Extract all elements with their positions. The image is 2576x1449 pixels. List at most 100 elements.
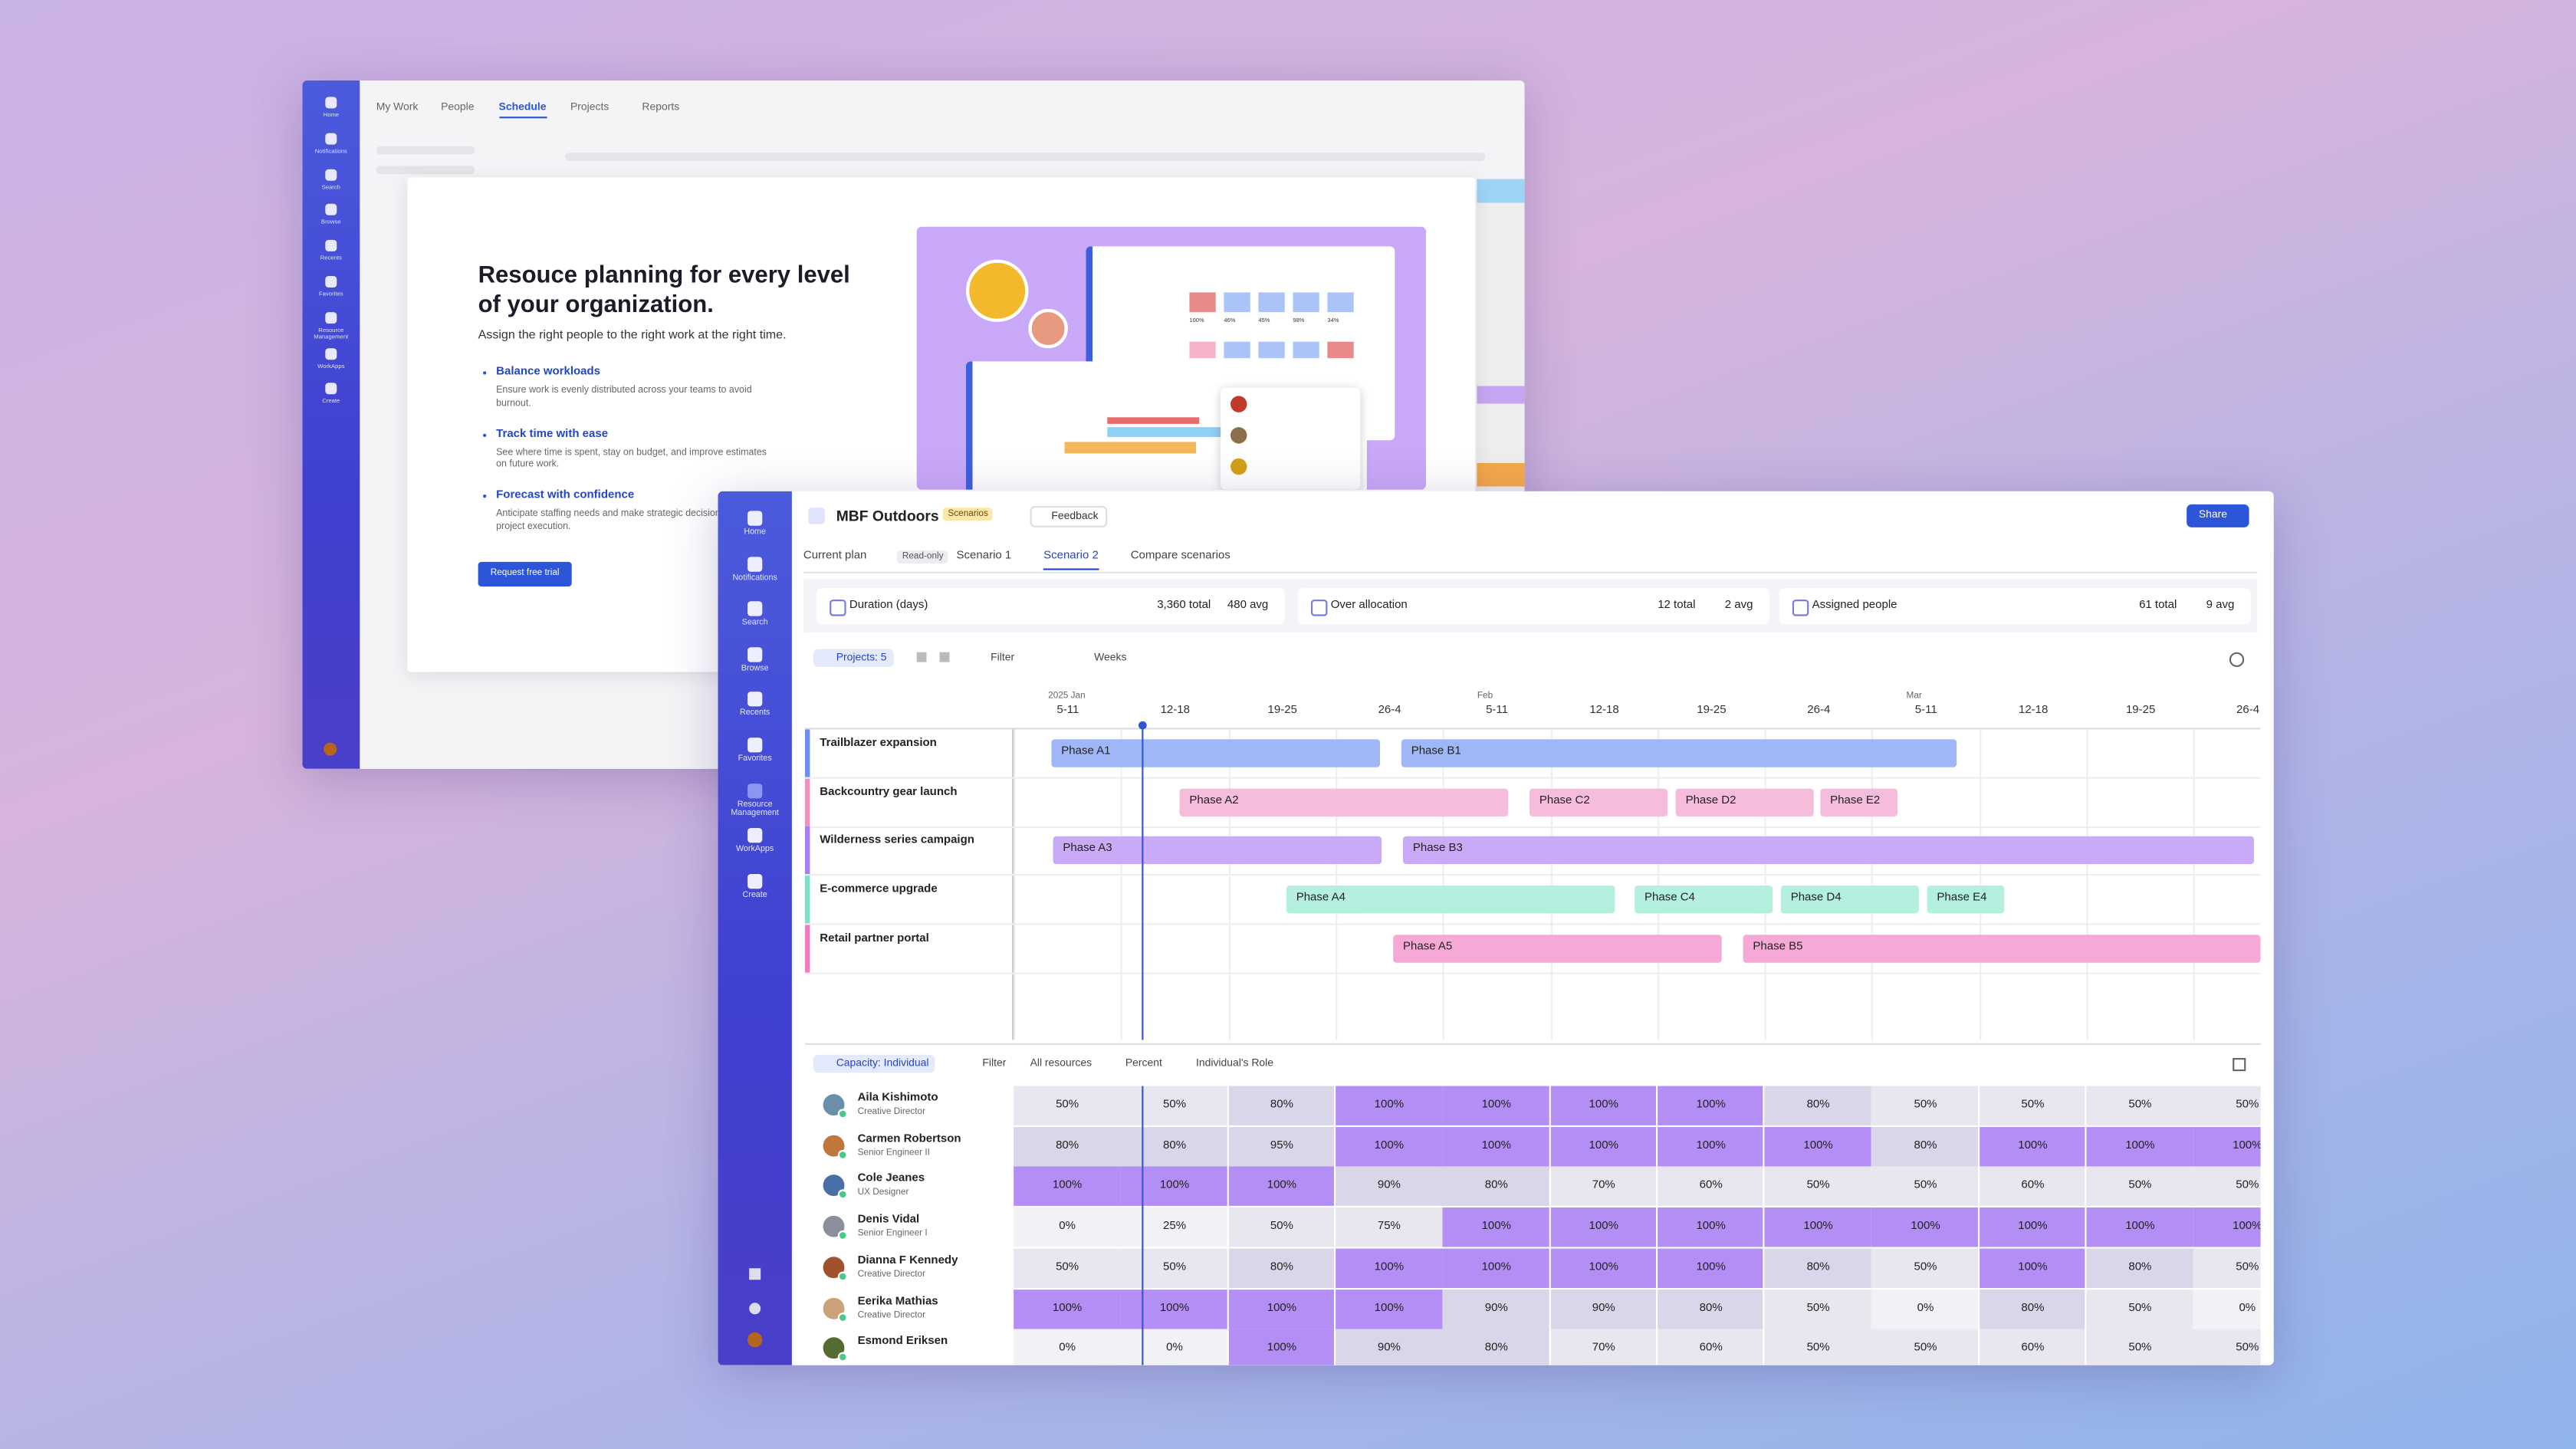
capacity-cell: 90%: [1442, 1289, 1549, 1330]
row-accent: [805, 826, 810, 875]
capacity-cell: 100%: [1442, 1208, 1549, 1249]
tab[interactable]: Schedule: [498, 102, 547, 119]
capacity-cell: 100%: [1227, 1329, 1335, 1365]
badge: Read-only: [897, 550, 948, 564]
stat-total: 12 total: [1658, 600, 1696, 612]
phase-bar[interactable]: Phase C4: [1635, 886, 1773, 914]
capacity-value: 100%: [1159, 1180, 1190, 1192]
scale-dropdown[interactable]: Weeks: [1094, 652, 1127, 664]
tab[interactable]: Projects: [570, 101, 610, 113]
tab[interactable]: People: [441, 101, 475, 113]
sidebar-icon: [747, 511, 763, 526]
illustration-bar: [1064, 442, 1196, 454]
capacity-cell: 80%: [1014, 1126, 1120, 1168]
sidebar-label[interactable]: Favorites: [738, 754, 772, 764]
capacity-cell: 50%: [2086, 1329, 2193, 1365]
sidebar-label: Search: [321, 183, 340, 190]
skeleton: [376, 166, 475, 175]
sidebar-label[interactable]: Browse: [741, 663, 769, 674]
capacity-value: 50%: [1163, 1099, 1187, 1111]
capacity-cell: 90%: [1549, 1289, 1657, 1330]
phase-bar[interactable]: Phase A1: [1051, 739, 1380, 767]
phase-bar[interactable]: Phase D2: [1675, 787, 1814, 816]
capacity-cell: 50%: [2193, 1329, 2261, 1365]
sidebar-label[interactable]: Recents: [739, 708, 770, 719]
cta-button[interactable]: Request free trial: [478, 561, 572, 586]
phase-bar[interactable]: Phase E4: [1927, 886, 2005, 914]
sidebar-label[interactable]: Resource Management: [731, 799, 779, 819]
sidebar-label[interactable]: WorkApps: [736, 844, 774, 855]
capacity-value: 100%: [2233, 1221, 2261, 1233]
phase-bar[interactable]: Phase B1: [1401, 739, 1957, 767]
capacity-cell: 100%: [1442, 1086, 1549, 1127]
tab[interactable]: Reports: [642, 101, 680, 113]
sidebar-label[interactable]: Create: [742, 889, 767, 900]
capacity-value: 50%: [1056, 1261, 1079, 1273]
sidebar-icon: [325, 383, 337, 396]
capacity-cell: 50%: [1121, 1248, 1227, 1290]
capacity-value: 50%: [2128, 1302, 2152, 1314]
feedback-button[interactable]: Feedback: [1030, 506, 1107, 527]
capacity-cell: 70%: [1549, 1329, 1657, 1365]
capacity-value: 50%: [1270, 1221, 1293, 1233]
sidebar-label: Recents: [320, 255, 342, 262]
week-label: 26-4: [2236, 705, 2260, 717]
sidebar-icon: [325, 276, 337, 288]
dropdown[interactable]: All resources: [1030, 1058, 1092, 1070]
person-role: Senior Engineer I: [857, 1229, 928, 1239]
dropdown[interactable]: Individual's Role: [1196, 1058, 1274, 1070]
tab[interactable]: My Work: [376, 101, 419, 113]
capacity-value: 60%: [1699, 1180, 1723, 1192]
status-dot: [837, 1109, 848, 1119]
sidebar-icon: [747, 873, 763, 889]
phase-bar[interactable]: Phase A2: [1179, 787, 1509, 816]
sidebar-label[interactable]: Notifications: [732, 572, 777, 583]
tab[interactable]: Scenario 2: [1043, 550, 1099, 570]
capacity-cell: 25%: [1121, 1208, 1227, 1249]
tab[interactable]: Scenario 1: [956, 550, 1012, 562]
capacity-value: 100%: [2125, 1221, 2155, 1233]
capacity-table: Aila Kishimoto Creative Director 50% 50% 80%…: [805, 1086, 2261, 1365]
capacity-cell: 100%: [1871, 1208, 1979, 1249]
phase-bar[interactable]: Phase A5: [1393, 934, 1722, 963]
phase-bar[interactable]: Phase C2: [1529, 787, 1668, 816]
avatar: [1028, 308, 1068, 349]
capacity-chip[interactable]: Capacity: Individual: [813, 1054, 936, 1073]
capacity-value: 100%: [1481, 1099, 1511, 1111]
capacity-value: 90%: [1592, 1302, 1615, 1314]
phase-bar[interactable]: Phase A4: [1286, 886, 1615, 914]
phase-bar[interactable]: Phase E2: [1820, 787, 1898, 816]
phase-bar[interactable]: Phase A3: [1053, 836, 1382, 865]
capacity-cell: 100%: [1657, 1086, 1764, 1127]
phase-bar[interactable]: Phase B3: [1403, 836, 2254, 865]
sidebar-label[interactable]: Home: [744, 527, 766, 537]
stat-total: 61 total: [2139, 600, 2177, 612]
dropdown[interactable]: Filter: [982, 1058, 1007, 1070]
tab[interactable]: Current plan: [803, 550, 867, 562]
capacity-value: 100%: [2125, 1139, 2155, 1152]
tab-bar: [803, 571, 2258, 573]
capacity-cell: 50%: [1227, 1208, 1335, 1249]
phase-label: Phase D4: [1790, 892, 1842, 904]
capacity-cell: 80%: [1442, 1329, 1549, 1365]
capacity-value: 50%: [1914, 1099, 1937, 1111]
sidebar-label[interactable]: Search: [741, 618, 768, 628]
share-button[interactable]: Share: [2187, 504, 2249, 527]
tab[interactable]: Compare scenarios: [1130, 550, 1230, 562]
capacity-value: 100%: [1589, 1261, 1618, 1273]
stat-avg: 2 avg: [1724, 600, 1753, 612]
capacity-value: 50%: [2236, 1099, 2259, 1111]
sidebar-icon: [747, 783, 763, 798]
sidebar-icon: [325, 240, 337, 252]
sidebar-icon: [747, 692, 763, 708]
phase-label: Phase A2: [1189, 794, 1239, 807]
capacity-value: 50%: [1056, 1099, 1079, 1111]
dropdown[interactable]: Percent: [1125, 1058, 1162, 1070]
capacity-cell: 80%: [2086, 1248, 2193, 1290]
projects-chip[interactable]: Projects: 5: [813, 649, 894, 667]
capacity-value: 0%: [1059, 1221, 1076, 1233]
phase-bar[interactable]: Phase B5: [1743, 934, 2261, 963]
capacity-cell: 70%: [1549, 1167, 1657, 1208]
phase-bar[interactable]: Phase D4: [1780, 886, 1919, 914]
help-icon: [749, 1303, 761, 1315]
